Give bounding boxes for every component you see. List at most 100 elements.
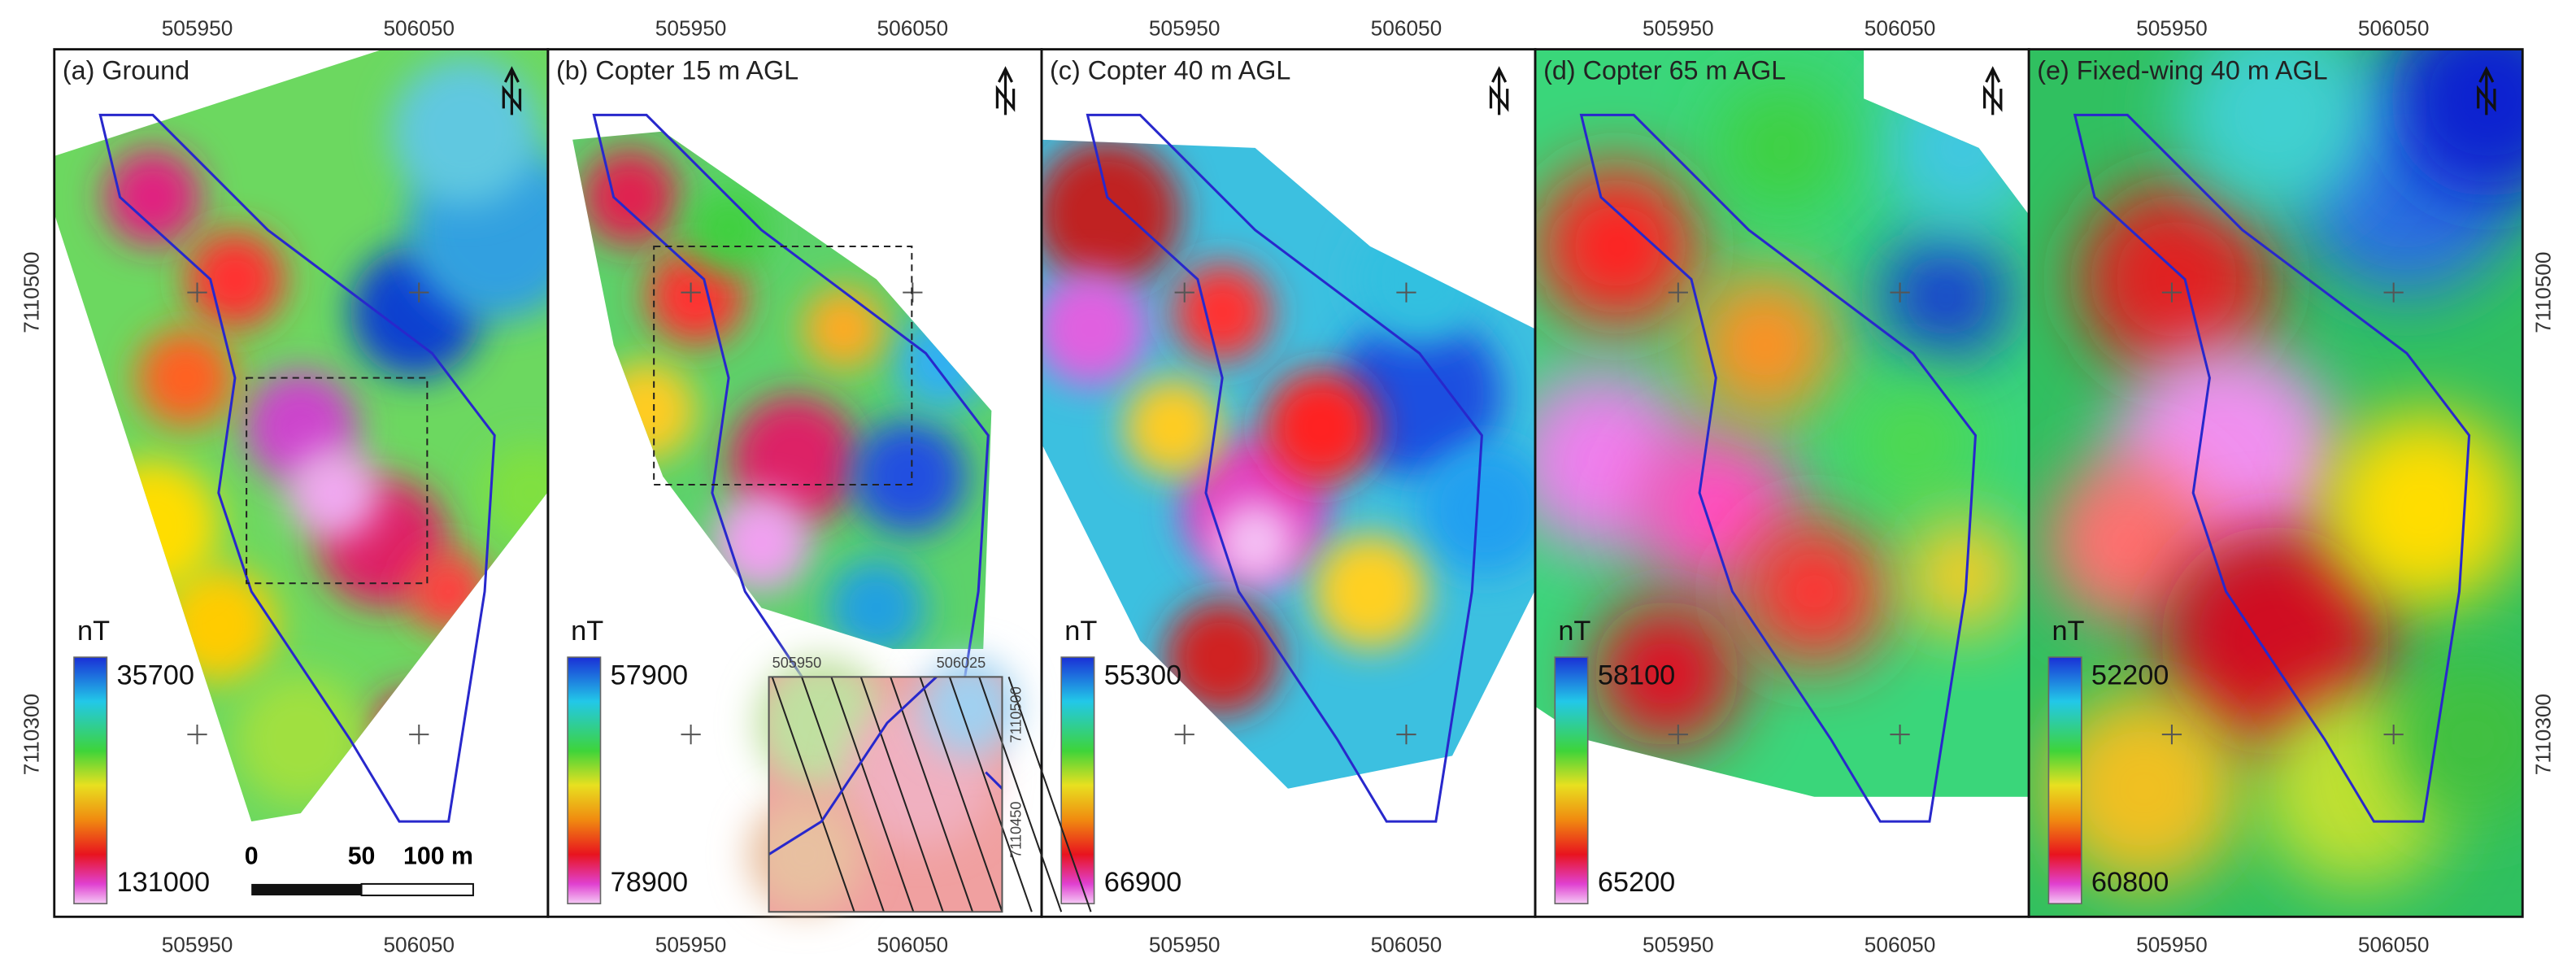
anomaly xyxy=(136,329,235,428)
colorbar-max: 57900 xyxy=(611,660,688,690)
anomaly xyxy=(687,189,770,272)
anomaly xyxy=(1535,164,1700,329)
zoom-box xyxy=(653,246,913,485)
colorbar xyxy=(1060,656,1095,904)
inset-x-label: 505950 xyxy=(772,655,822,671)
y-tick-label: 7110300 xyxy=(2530,694,2555,775)
x-tick-label: 505950 xyxy=(2136,933,2208,957)
x-tick-label: 506050 xyxy=(877,933,949,957)
colorbar xyxy=(73,656,108,904)
inset-x-label: 506025 xyxy=(937,655,986,671)
x-tick-label: 506050 xyxy=(877,15,949,40)
survey-outline xyxy=(1579,113,1978,823)
anomaly xyxy=(390,57,539,206)
grid-cross xyxy=(1174,724,1194,745)
inset-anomaly xyxy=(747,796,863,912)
anomaly xyxy=(1716,82,1847,214)
anomaly xyxy=(2045,459,2210,625)
north-arrow xyxy=(1982,66,2003,115)
flight-line xyxy=(890,677,974,912)
flight-line xyxy=(978,677,1063,912)
grid-cross xyxy=(1890,282,1910,303)
survey-outline xyxy=(1086,113,1483,823)
anomaly xyxy=(1904,517,2021,633)
anomaly xyxy=(711,493,812,592)
colorbar-unit: nT xyxy=(1064,616,1097,647)
map xyxy=(54,49,547,822)
colorbar-unit: nT xyxy=(1558,616,1590,647)
anomaly xyxy=(1419,443,1535,576)
anomaly xyxy=(1740,517,1889,666)
flight-line xyxy=(919,677,1003,912)
x-tick-label: 506050 xyxy=(383,15,455,40)
north-arrow xyxy=(2477,66,2496,115)
north-arrow xyxy=(1489,66,1509,115)
scale-bar xyxy=(360,882,474,897)
inset-y-label: 7110500 xyxy=(1007,686,1024,742)
anomaly xyxy=(87,459,219,592)
inset-frame xyxy=(768,676,1003,913)
x-tick-label: 506050 xyxy=(2358,15,2430,40)
anomaly xyxy=(893,311,992,411)
inset-y-label: 7110450 xyxy=(1007,802,1024,858)
flight-line xyxy=(859,677,944,912)
colorbar-max: 52200 xyxy=(2091,660,2169,690)
x-tick-label: 505950 xyxy=(162,15,233,40)
anomaly xyxy=(407,550,490,633)
x-tick-label: 506050 xyxy=(1371,933,1442,957)
colorbar-unit: nT xyxy=(571,616,603,647)
x-tick-label: 506050 xyxy=(1865,933,1936,957)
x-tick-label: 505950 xyxy=(1643,15,1714,40)
colorbar-unit: nT xyxy=(77,616,110,647)
anomaly xyxy=(827,558,926,650)
anomaly xyxy=(851,419,968,534)
anomaly xyxy=(1164,599,1280,715)
anomaly xyxy=(481,443,547,542)
grid-cross xyxy=(2383,724,2404,745)
anomaly xyxy=(1592,599,1741,748)
grid-cross xyxy=(1396,282,1416,303)
scale-label: 50 xyxy=(348,843,376,870)
anomaly xyxy=(185,229,285,329)
grid-cross xyxy=(2161,724,2182,745)
anomaly xyxy=(1123,377,1223,477)
grid-cross xyxy=(681,282,701,303)
grid-cross xyxy=(681,724,701,745)
colorbar-unit: nT xyxy=(2052,616,2084,647)
colorbar-min: 131000 xyxy=(117,867,211,898)
x-tick-label: 505950 xyxy=(162,933,233,957)
flight-line xyxy=(1007,677,1092,912)
x-tick-label: 505950 xyxy=(655,933,727,957)
anomaly xyxy=(1880,65,2029,230)
colorbar-max: 35700 xyxy=(117,660,194,690)
grid-cross xyxy=(409,724,429,745)
flight-line xyxy=(801,677,885,912)
anomaly xyxy=(366,690,465,789)
anomaly xyxy=(2390,49,2522,198)
anomaly xyxy=(1353,213,1486,346)
colorbar-min: 66900 xyxy=(1104,867,1181,898)
anomaly xyxy=(1041,139,1181,288)
colorbar xyxy=(567,656,602,904)
scale-label: 0 xyxy=(245,843,259,870)
anomaly xyxy=(1337,311,1502,477)
y-tick-label: 7110500 xyxy=(19,251,43,333)
north-arrow xyxy=(502,66,522,115)
flight-line xyxy=(830,677,915,912)
anomaly xyxy=(581,147,680,247)
grid-cross xyxy=(1174,282,1194,303)
colorbar xyxy=(1554,656,1589,904)
flight-line xyxy=(771,677,855,912)
anomaly xyxy=(103,147,202,247)
anomaly xyxy=(1173,263,1272,362)
inset xyxy=(747,657,1092,913)
grid-cross xyxy=(1668,282,1688,303)
x-tick-label: 506050 xyxy=(383,933,455,957)
grid-cross xyxy=(2161,282,2182,303)
anomaly xyxy=(2324,411,2522,608)
x-tick-label: 505950 xyxy=(1149,15,1221,40)
anomaly xyxy=(597,361,696,460)
panel-label: (c) Copter 40 m AGL xyxy=(1050,55,1290,85)
